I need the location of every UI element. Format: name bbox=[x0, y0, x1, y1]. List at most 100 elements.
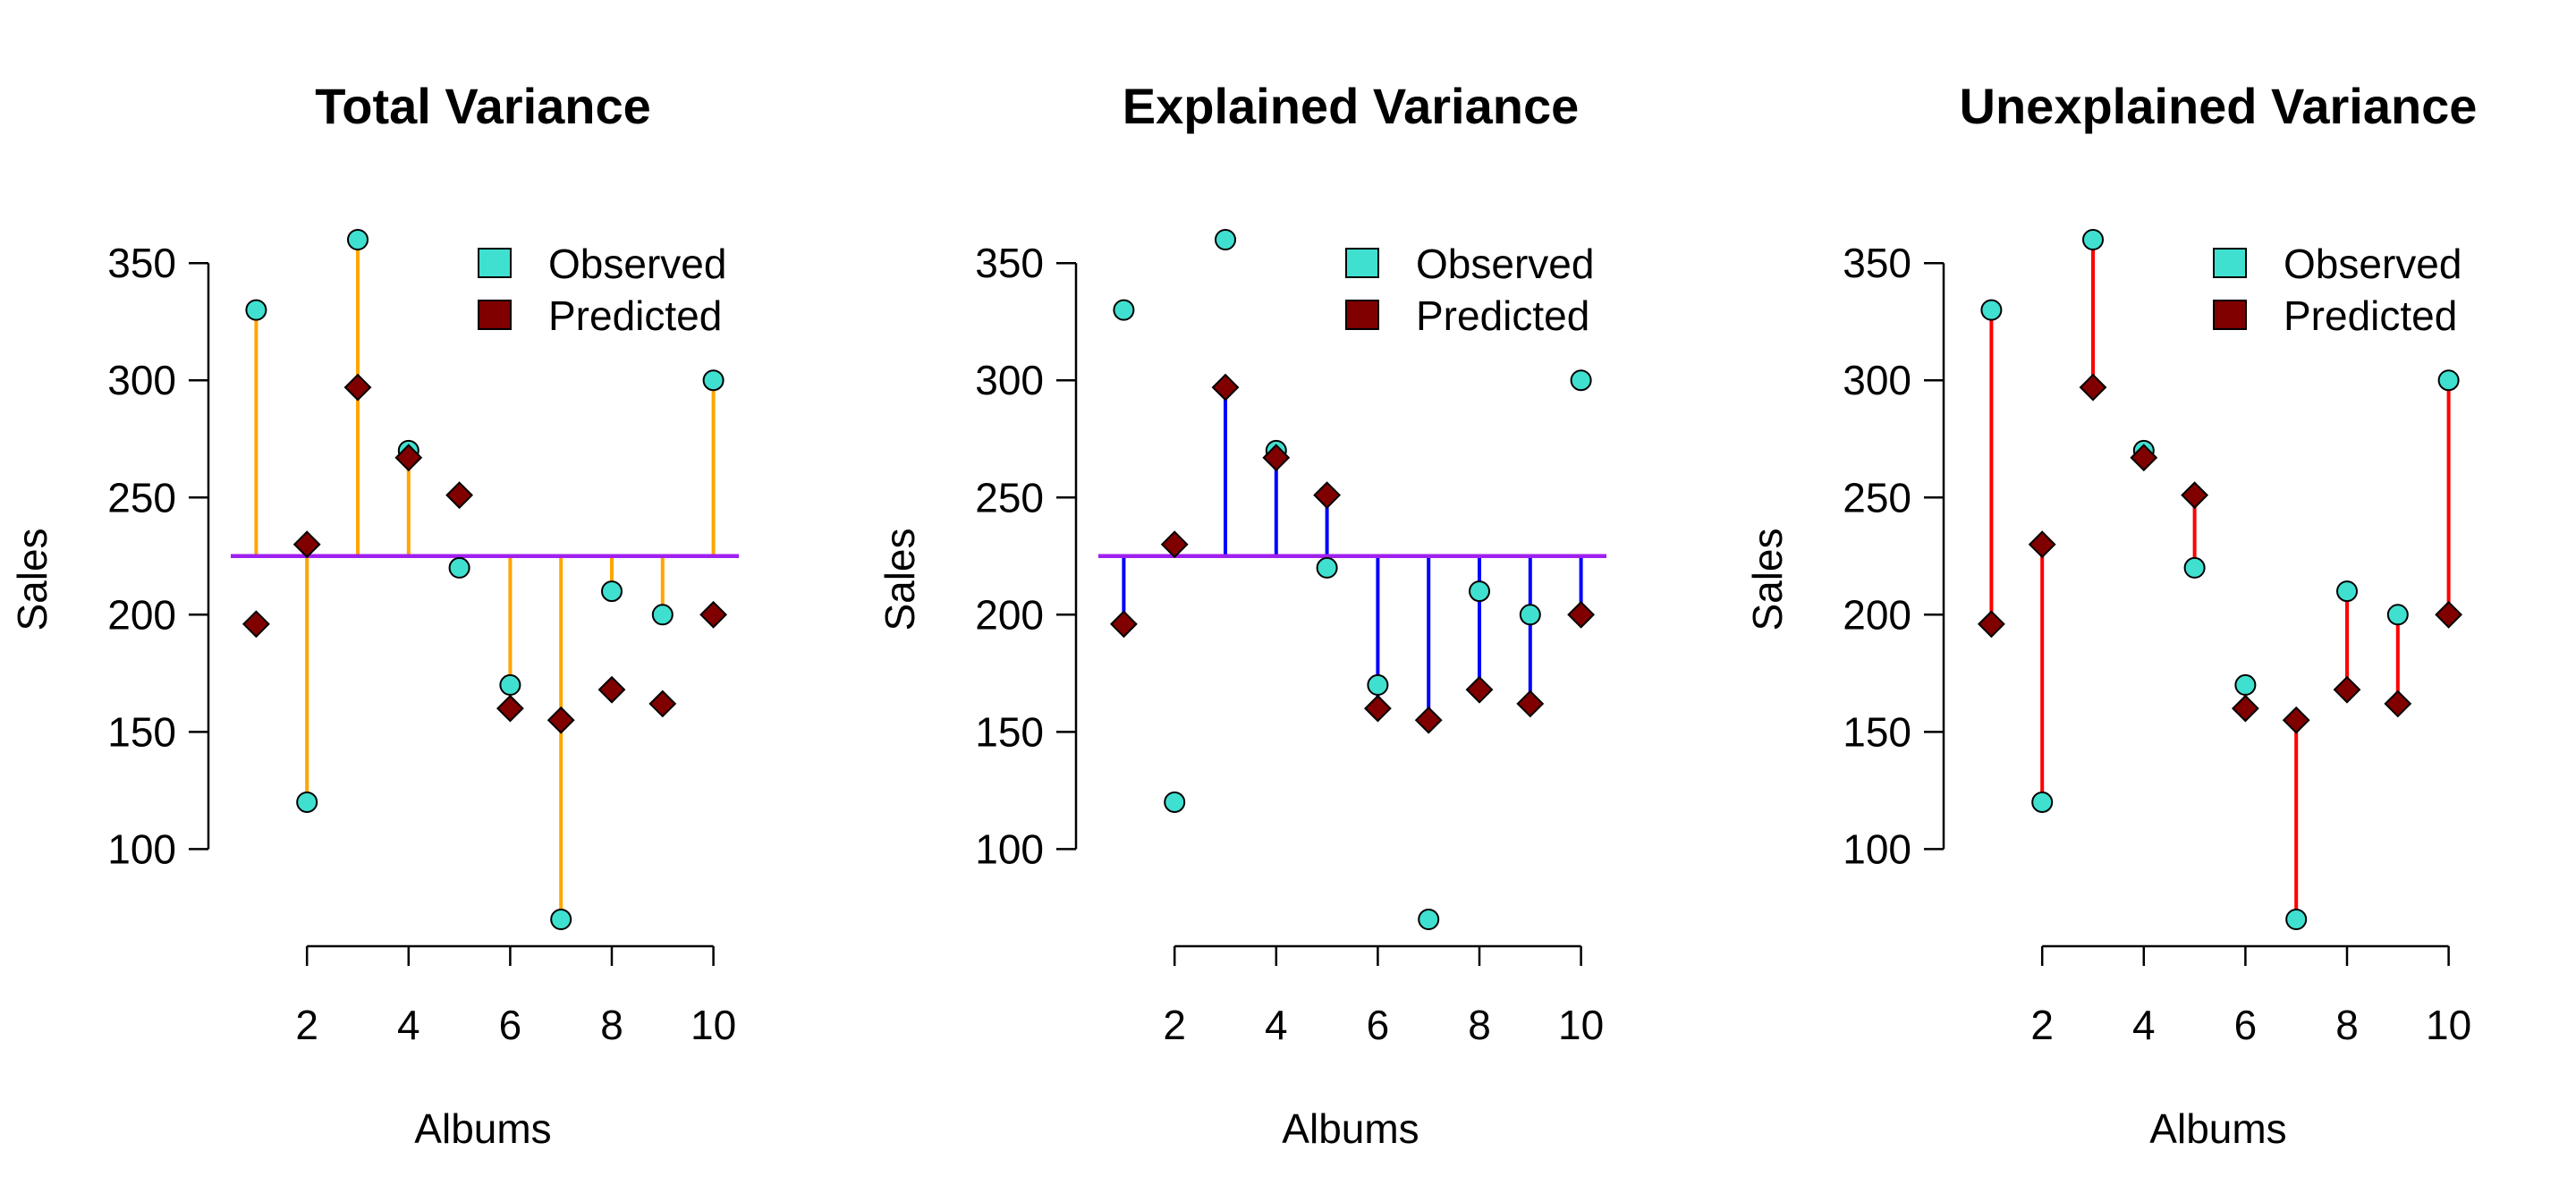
y-tick-label: 300 bbox=[1843, 357, 1911, 403]
x-tick-label: 10 bbox=[2426, 1002, 2471, 1048]
predicted-point bbox=[1516, 690, 1545, 718]
predicted-point bbox=[1313, 481, 1342, 510]
predicted-point bbox=[2028, 530, 2056, 559]
legend-observed-swatch bbox=[2213, 248, 2247, 278]
legend-predicted-label: Predicted bbox=[2284, 292, 2457, 339]
observed-point bbox=[1113, 299, 1135, 321]
x-tick-label: 6 bbox=[1367, 1002, 1390, 1048]
observed-point bbox=[1215, 229, 1236, 250]
predicted-point bbox=[394, 444, 423, 472]
chart-legend: Observed Predicted bbox=[2213, 241, 2462, 339]
observed-point bbox=[1519, 604, 1541, 626]
predicted-point bbox=[1363, 694, 1392, 723]
y-tick-label: 300 bbox=[107, 357, 176, 403]
y-tick-label: 250 bbox=[1843, 474, 1911, 521]
chart-panel-2: Explained Variance 100 150 200 250 300 350 2 4 6 8… bbox=[877, 78, 1606, 1152]
predicted-point bbox=[2130, 444, 2158, 472]
y-axis-label: Sales bbox=[1744, 528, 1791, 631]
x-tick-label: 2 bbox=[295, 1002, 318, 1048]
chart-legend: Observed Predicted bbox=[478, 241, 726, 339]
predicted-point bbox=[496, 694, 524, 723]
y-tick-label: 200 bbox=[1843, 591, 1911, 638]
y-tick-label: 250 bbox=[107, 474, 176, 521]
predicted-point bbox=[1211, 373, 1240, 402]
x-tick-label: 4 bbox=[397, 1002, 420, 1048]
observed-point bbox=[1418, 909, 1440, 930]
observed-point bbox=[1570, 369, 1592, 392]
x-tick-label: 10 bbox=[1558, 1002, 1604, 1048]
predicted-point bbox=[2384, 690, 2412, 718]
chart-legend: Observed Predicted bbox=[1345, 241, 1594, 339]
y-tick-label: 100 bbox=[107, 825, 176, 872]
predicted-point bbox=[292, 530, 321, 559]
predicted-point bbox=[2079, 373, 2107, 402]
observed-point bbox=[651, 604, 674, 626]
y-tick-label: 350 bbox=[107, 240, 176, 286]
predicted-point bbox=[1262, 444, 1291, 472]
x-axis-label: Albums bbox=[414, 1105, 551, 1152]
predicted-point bbox=[597, 675, 626, 704]
legend-predicted-label: Predicted bbox=[1416, 292, 1589, 339]
observed-point bbox=[702, 369, 724, 392]
predicted-point bbox=[547, 706, 575, 734]
predicted-point bbox=[1977, 610, 2005, 639]
y-tick-label: 200 bbox=[975, 591, 1044, 638]
y-tick-label: 150 bbox=[975, 708, 1044, 755]
x-tick-label: 6 bbox=[499, 1002, 522, 1048]
observed-point bbox=[550, 909, 572, 930]
predicted-point bbox=[1567, 600, 1596, 629]
y-axis-label: Sales bbox=[877, 528, 923, 631]
chart-title: Explained Variance bbox=[1123, 78, 1579, 134]
observed-point bbox=[448, 556, 470, 579]
observed-point bbox=[347, 229, 369, 250]
chart-panel-3: Unexplained Variance 100 150 200 250 300 350 2 4… bbox=[1744, 78, 2477, 1152]
legend-observed-label: Observed bbox=[2284, 241, 2462, 287]
chart-panel-1: Total Variance 100 150 200 250 300 350 2 4 6 8 10 Al… bbox=[9, 78, 739, 1152]
y-tick-label: 100 bbox=[1843, 825, 1911, 872]
y-tick-label: 350 bbox=[1843, 240, 1911, 286]
predicted-point bbox=[2282, 706, 2310, 734]
legend-observed-label: Observed bbox=[1416, 241, 1594, 287]
predicted-point bbox=[1465, 675, 1494, 704]
chart-title: Unexplained Variance bbox=[1960, 78, 2478, 134]
observed-point bbox=[1367, 673, 1389, 696]
observed-point bbox=[296, 791, 318, 813]
predicted-point bbox=[699, 600, 728, 629]
observed-point bbox=[601, 580, 623, 603]
x-tick-label: 8 bbox=[600, 1002, 623, 1048]
observed-point bbox=[2285, 909, 2308, 930]
observed-point bbox=[245, 299, 267, 321]
x-tick-label: 4 bbox=[1265, 1002, 1288, 1048]
predicted-point bbox=[1160, 530, 1189, 559]
x-tick-label: 10 bbox=[691, 1002, 736, 1048]
predicted-point bbox=[445, 481, 474, 510]
predicted-point bbox=[648, 690, 677, 718]
predicted-point bbox=[1414, 706, 1443, 734]
predicted-point bbox=[242, 610, 270, 639]
observed-point bbox=[2082, 229, 2104, 250]
y-axis-label: Sales bbox=[9, 528, 55, 631]
predicted-point bbox=[2181, 481, 2209, 510]
legend-predicted-label: Predicted bbox=[548, 292, 722, 339]
y-tick-label: 250 bbox=[975, 474, 1044, 521]
observed-point bbox=[499, 673, 521, 696]
x-tick-label: 4 bbox=[2132, 1002, 2156, 1048]
observed-point bbox=[2031, 791, 2054, 813]
y-tick-label: 350 bbox=[975, 240, 1044, 286]
x-tick-label: 8 bbox=[2335, 1002, 2359, 1048]
chart-title: Total Variance bbox=[315, 78, 651, 134]
x-tick-label: 6 bbox=[2234, 1002, 2258, 1048]
predicted-point bbox=[343, 373, 372, 402]
legend-predicted-swatch bbox=[2213, 300, 2247, 330]
y-tick-label: 150 bbox=[1843, 708, 1911, 755]
x-axis-label: Albums bbox=[2149, 1105, 2286, 1152]
y-tick-label: 200 bbox=[107, 591, 176, 638]
predicted-point bbox=[2231, 694, 2259, 723]
x-axis-label: Albums bbox=[1282, 1105, 1419, 1152]
x-tick-label: 8 bbox=[1468, 1002, 1491, 1048]
predicted-point bbox=[2435, 600, 2463, 629]
legend-observed-swatch bbox=[1345, 248, 1379, 278]
legend-observed-swatch bbox=[478, 248, 512, 278]
observed-point bbox=[2437, 369, 2460, 392]
